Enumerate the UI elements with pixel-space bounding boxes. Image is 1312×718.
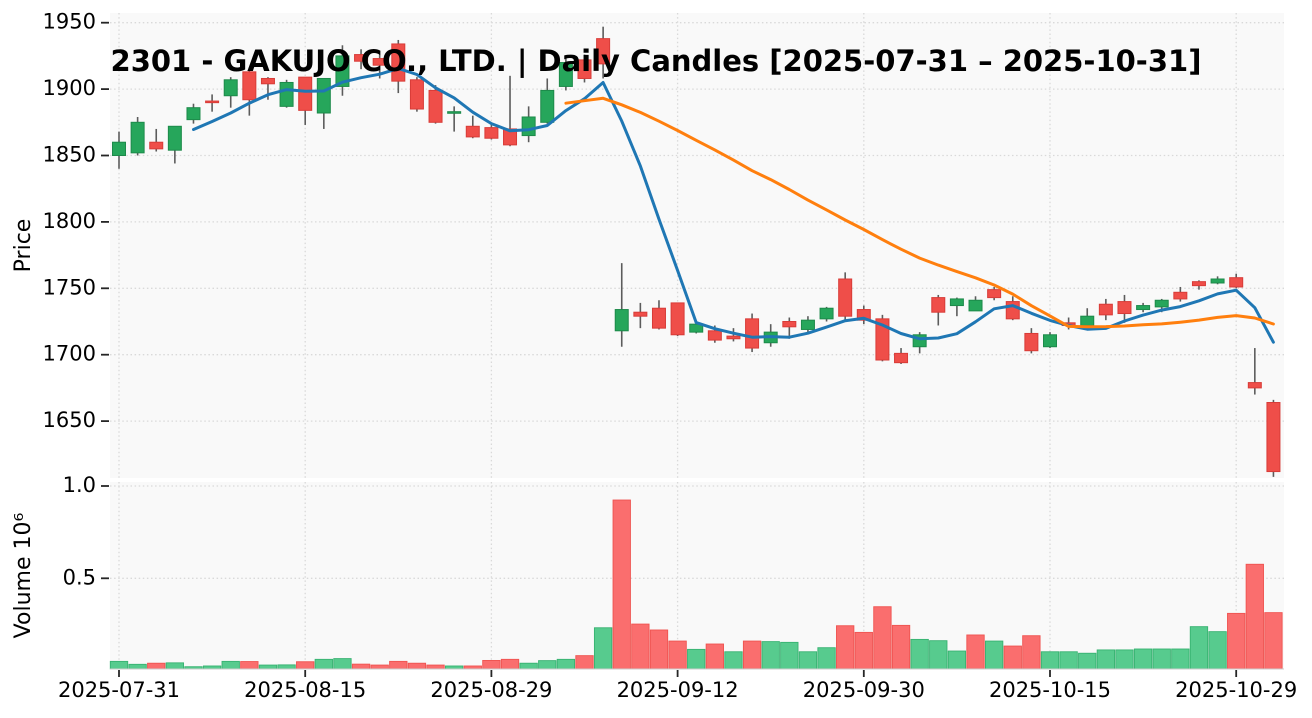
svg-text:Volume 10⁶: Volume 10⁶	[11, 513, 36, 639]
svg-text:2025-10-29: 2025-10-29	[1175, 678, 1297, 702]
svg-text:1700: 1700	[43, 342, 96, 366]
svg-text:1.0: 1.0	[63, 473, 96, 497]
svg-text:2025-08-29: 2025-08-29	[430, 678, 552, 702]
svg-text:2025-08-15: 2025-08-15	[244, 678, 366, 702]
svg-text:1900: 1900	[43, 76, 96, 100]
svg-text:2025-07-31: 2025-07-31	[58, 678, 180, 702]
svg-text:Price: Price	[11, 219, 36, 273]
svg-text:1750: 1750	[43, 275, 96, 299]
svg-text:2025-09-12: 2025-09-12	[617, 678, 739, 702]
svg-text:1800: 1800	[43, 209, 96, 233]
svg-text:2025-09-30: 2025-09-30	[803, 678, 925, 702]
svg-text:1950: 1950	[43, 10, 96, 34]
svg-text:1850: 1850	[43, 143, 96, 167]
svg-text:2025-10-15: 2025-10-15	[989, 678, 1111, 702]
svg-text:1650: 1650	[43, 408, 96, 432]
svg-text:0.5: 0.5	[63, 565, 96, 589]
